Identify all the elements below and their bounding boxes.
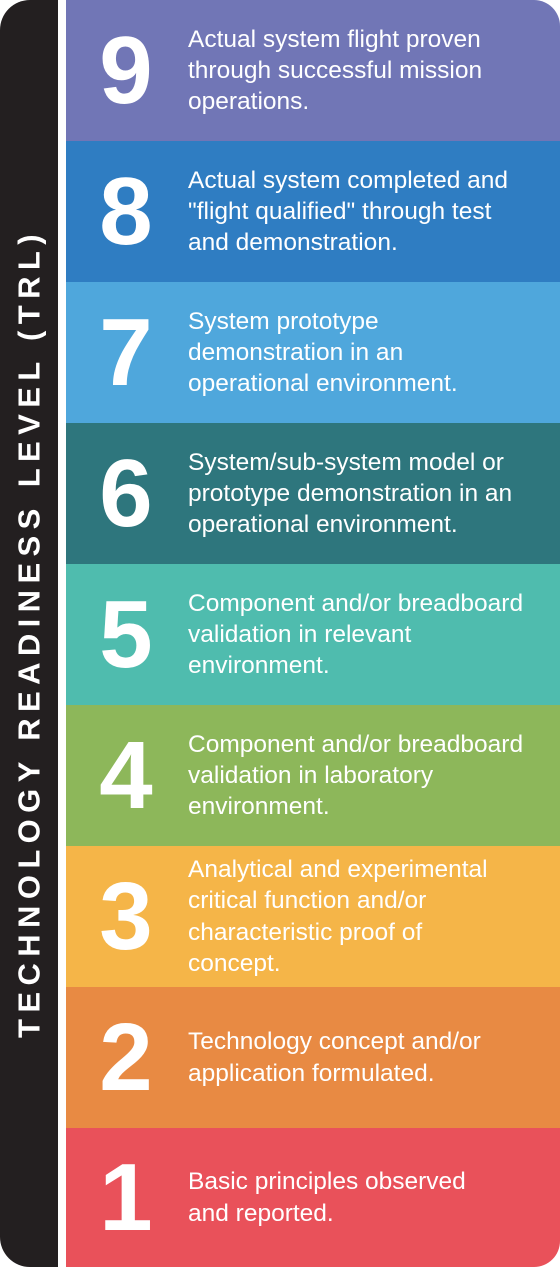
level-description: Technology concept and/or application fo… (186, 1026, 560, 1088)
trl-level-9: 9 Actual system flight proven through su… (66, 0, 560, 141)
description-line: System prototype (188, 307, 379, 335)
description-line: prototype demonstration in an (188, 479, 513, 507)
trl-level-7: 7 System prototype demonstration in an o… (66, 282, 560, 423)
level-number: 7 (99, 298, 153, 406)
trl-levels: 9 Actual system flight proven through su… (66, 0, 560, 1267)
description-line: Component and/or breadboard (188, 589, 524, 617)
trl-level-3: 3 Analytical and experimental critical f… (66, 846, 560, 987)
level-number: 4 (99, 721, 153, 829)
level-number: 8 (99, 157, 153, 265)
level-number: 1 (99, 1143, 153, 1251)
description-line: operations. (188, 88, 310, 116)
description-line: validation in relevant (188, 620, 412, 648)
description-line: environment. (188, 652, 330, 680)
level-number: 9 (99, 16, 153, 124)
description-line: characteristic proof of (188, 918, 423, 946)
trl-level-8: 8 Actual system completed and "flight qu… (66, 141, 560, 282)
description-line: operational environment. (188, 511, 458, 539)
description-line: through successful mission (188, 56, 483, 84)
trl-level-2: 2 Technology concept and/or application … (66, 987, 560, 1128)
level-number: 2 (99, 1003, 153, 1111)
level-description: Actual system flight proven through succ… (186, 24, 560, 117)
description-line: Component and/or breadboard (188, 730, 524, 758)
trl-sidebar: TECHNOLOGY READINESS LEVEL (TRL) (0, 0, 58, 1267)
description-line: Basic principles observed (188, 1168, 466, 1196)
level-description: System/sub-system model or prototype dem… (186, 447, 560, 540)
level-description: Component and/or breadboard validation i… (186, 729, 560, 822)
description-line: System/sub-system model or (188, 448, 504, 476)
description-line: and demonstration. (188, 229, 398, 257)
description-line: Technology concept and/or (188, 1028, 481, 1056)
description-line: and reported. (188, 1199, 334, 1227)
level-description: Basic principles observed and reported. (186, 1166, 560, 1228)
description-line: Actual system flight proven (188, 25, 481, 53)
trl-title: TECHNOLOGY READINESS LEVEL (TRL) (11, 228, 47, 1038)
level-description: Actual system completed and "flight qual… (186, 165, 560, 258)
trl-level-6: 6 System/sub-system model or prototype d… (66, 423, 560, 564)
description-line: environment. (188, 793, 330, 821)
description-line: application formulated. (188, 1059, 435, 1087)
trl-level-1: 1 Basic principles observed and reported… (66, 1128, 560, 1267)
description-line: operational environment. (188, 370, 458, 398)
level-number: 6 (99, 439, 153, 547)
description-line: validation in laboratory (188, 761, 434, 789)
description-line: "flight qualified" through test (188, 197, 492, 225)
description-line: critical function and/or (188, 887, 427, 915)
description-line: demonstration in an (188, 338, 404, 366)
level-description: Component and/or breadboard validation i… (186, 588, 560, 681)
description-line: concept. (188, 949, 281, 977)
trl-level-5: 5 Component and/or breadboard validation… (66, 564, 560, 705)
description-line: Actual system completed and (188, 166, 509, 194)
description-line: Analytical and experimental (188, 856, 488, 884)
level-number: 3 (99, 862, 153, 970)
level-description: Analytical and experimental critical fun… (186, 854, 560, 978)
level-number: 5 (99, 580, 153, 688)
trl-level-4: 4 Component and/or breadboard validation… (66, 705, 560, 846)
level-description: System prototype demonstration in an ope… (186, 306, 560, 399)
